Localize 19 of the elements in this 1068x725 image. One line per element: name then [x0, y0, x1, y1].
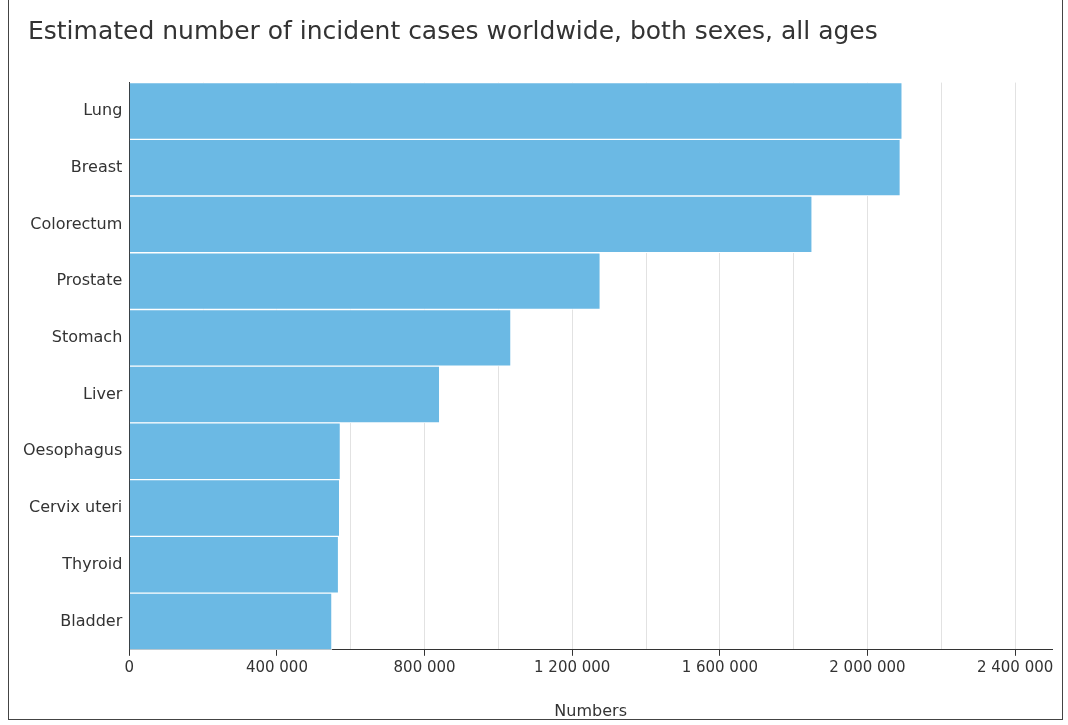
x-tick-label: 1 200 000	[534, 657, 611, 676]
y-tick-label: Colorectum	[30, 213, 123, 233]
y-tick-label: Cervix uteri	[28, 497, 123, 517]
chart-title: Estimated number of incident cases worldwide, both sexes, all ages	[28, 16, 878, 45]
x-tick-label: 2 400 000	[976, 657, 1054, 676]
x-tick-label: 0	[124, 657, 135, 676]
x-tick-label: 2 000 000	[829, 657, 906, 676]
x-axis-title: Numbers	[554, 700, 627, 720]
y-tick-label: Stomach	[51, 327, 123, 346]
y-tick-label: Oesophagus	[23, 440, 123, 460]
y-tick-label: Liver	[83, 383, 123, 403]
x-tick-label: 800 000	[393, 657, 456, 676]
x-tick-label: 1 600 000	[681, 657, 758, 676]
y-tick-label: Prostate	[56, 270, 123, 290]
y-tick-label: Thyroid	[61, 553, 123, 573]
y-tick-label: Lung	[83, 100, 123, 120]
x-tick-label: 400 000	[245, 657, 308, 676]
y-tick-label: Bladder	[60, 610, 123, 630]
y-tick-label: Breast	[70, 156, 123, 176]
